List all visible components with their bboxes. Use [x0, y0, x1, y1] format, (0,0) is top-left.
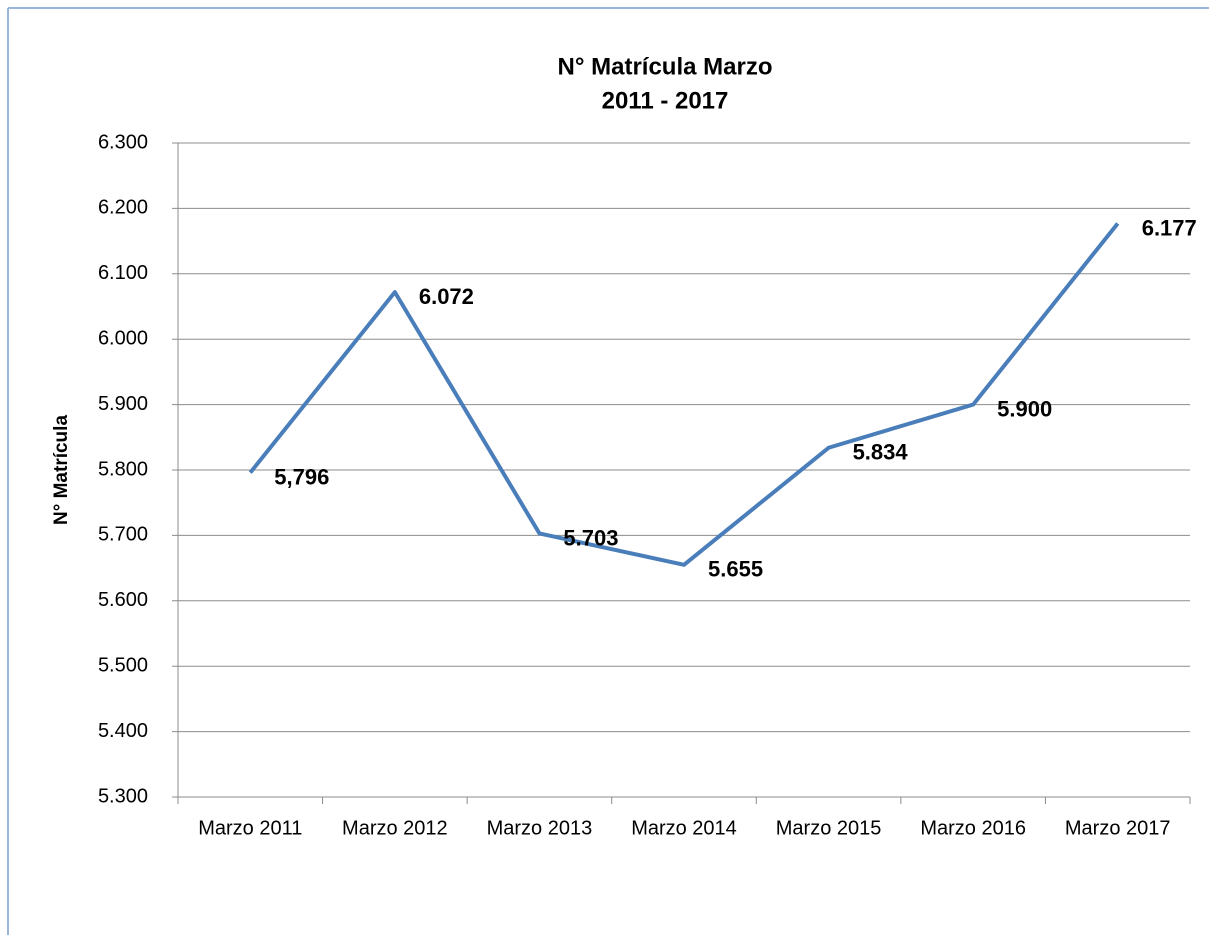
data-label: 5.655: [708, 557, 763, 582]
y-axis-label: N° Matrícula: [51, 415, 72, 525]
x-tick-label: Marzo 2011: [198, 817, 302, 839]
y-tick-label: 5.600: [98, 589, 148, 611]
x-tick-label: Marzo 2012: [342, 817, 448, 839]
data-label: 5,796: [274, 464, 329, 489]
chart-title: N° Matrícula Marzo: [558, 53, 773, 80]
x-tick-label: Marzo 2016: [920, 817, 1026, 839]
y-tick-label: 5.300: [98, 785, 148, 807]
y-tick-label: 5.400: [98, 720, 148, 742]
chart-subtitle: 2011 - 2017: [602, 87, 729, 114]
x-tick-label: Marzo 2015: [776, 817, 882, 839]
x-tick-label: Marzo 2013: [487, 817, 593, 839]
y-tick-label: 5.800: [98, 458, 148, 480]
data-label: 6.072: [419, 284, 474, 309]
data-label: 6.177: [1142, 215, 1197, 240]
y-tick-label: 6.300: [98, 131, 148, 153]
y-tick-label: 5.900: [98, 393, 148, 415]
y-tick-label: 5.700: [98, 524, 148, 546]
y-tick-label: 6.100: [98, 262, 148, 284]
data-label: 5.900: [997, 396, 1052, 421]
data-label: 5.834: [853, 440, 909, 465]
data-label: 5.703: [563, 525, 618, 550]
data-line: [248, 222, 1120, 567]
y-tick-label: 5.500: [98, 654, 148, 676]
y-tick-label: 6.200: [98, 197, 148, 219]
x-tick-label: Marzo 2014: [631, 817, 737, 839]
x-tick-label: Marzo 2017: [1065, 817, 1171, 839]
y-tick-label: 6.000: [98, 327, 148, 349]
